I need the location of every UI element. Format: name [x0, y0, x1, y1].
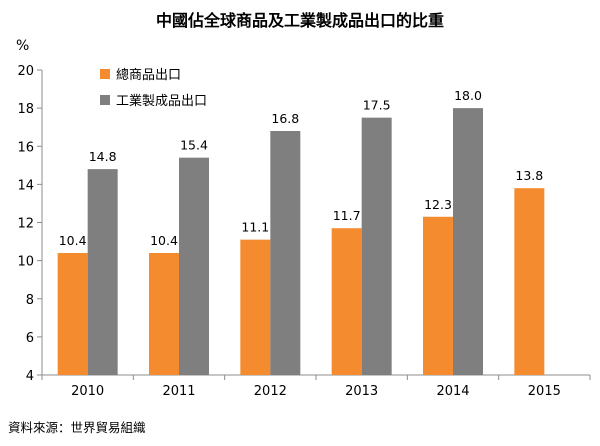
bar	[149, 253, 179, 375]
y-tick-label: 12	[17, 217, 34, 232]
bar	[361, 117, 392, 375]
data-label: 17.5	[363, 98, 391, 113]
data-label: 16.8	[271, 111, 299, 126]
x-tick-label: 2011	[162, 384, 195, 399]
data-label: 11.7	[333, 208, 361, 223]
chart-title: 中國佔全球商品及工業製成品出口的比重	[156, 11, 444, 30]
bar	[514, 188, 545, 375]
x-tick-label: 2013	[345, 384, 378, 399]
x-tick-label: 2012	[254, 384, 287, 399]
axes: 4 6 8 10 12 14 16 18 20 2010 2011 2012 2013 2014 2015	[17, 64, 591, 399]
data-label: 10.4	[150, 233, 178, 248]
bar	[453, 108, 483, 375]
data-label: 10.4	[59, 233, 87, 248]
y-tick-label: 4	[26, 369, 34, 384]
legend-label: 總商品出口	[116, 67, 181, 83]
y-tick-label: 16	[17, 140, 34, 155]
y-tick-label: 20	[17, 64, 34, 79]
bar	[331, 228, 362, 375]
source-note: 資料來源：世界貿易組織	[8, 420, 146, 435]
data-label: 11.1	[241, 220, 269, 235]
data-label: 15.4	[180, 138, 208, 153]
x-tick-label: 2010	[71, 384, 104, 399]
data-labels: 10.4 14.8 10.4 15.4 11.1 16.8 11.7 17.5 12.3 18.0…	[59, 88, 544, 248]
y-axis-unit-label: %	[16, 38, 29, 54]
y-tick-label: 6	[26, 331, 34, 346]
bar	[87, 169, 118, 375]
bar	[240, 239, 271, 375]
x-tick-label: 2014	[436, 384, 469, 399]
bar	[179, 157, 209, 375]
bar	[423, 216, 453, 375]
legend-swatch	[100, 95, 110, 105]
y-tick-label: 18	[17, 102, 34, 117]
legend-label: 工業製成品出口	[116, 93, 207, 109]
data-label: 18.0	[454, 88, 482, 103]
y-tick-label: 8	[26, 293, 34, 308]
bars	[57, 108, 545, 375]
data-label: 12.3	[424, 197, 452, 212]
y-tick-label: 14	[17, 178, 34, 193]
data-label: 14.8	[89, 149, 117, 164]
bar	[270, 131, 301, 375]
bar	[57, 253, 88, 375]
legend-swatch	[100, 69, 110, 79]
x-tick-label: 2015	[528, 384, 561, 399]
y-tick-label: 10	[17, 255, 34, 270]
data-label: 13.8	[515, 168, 543, 183]
